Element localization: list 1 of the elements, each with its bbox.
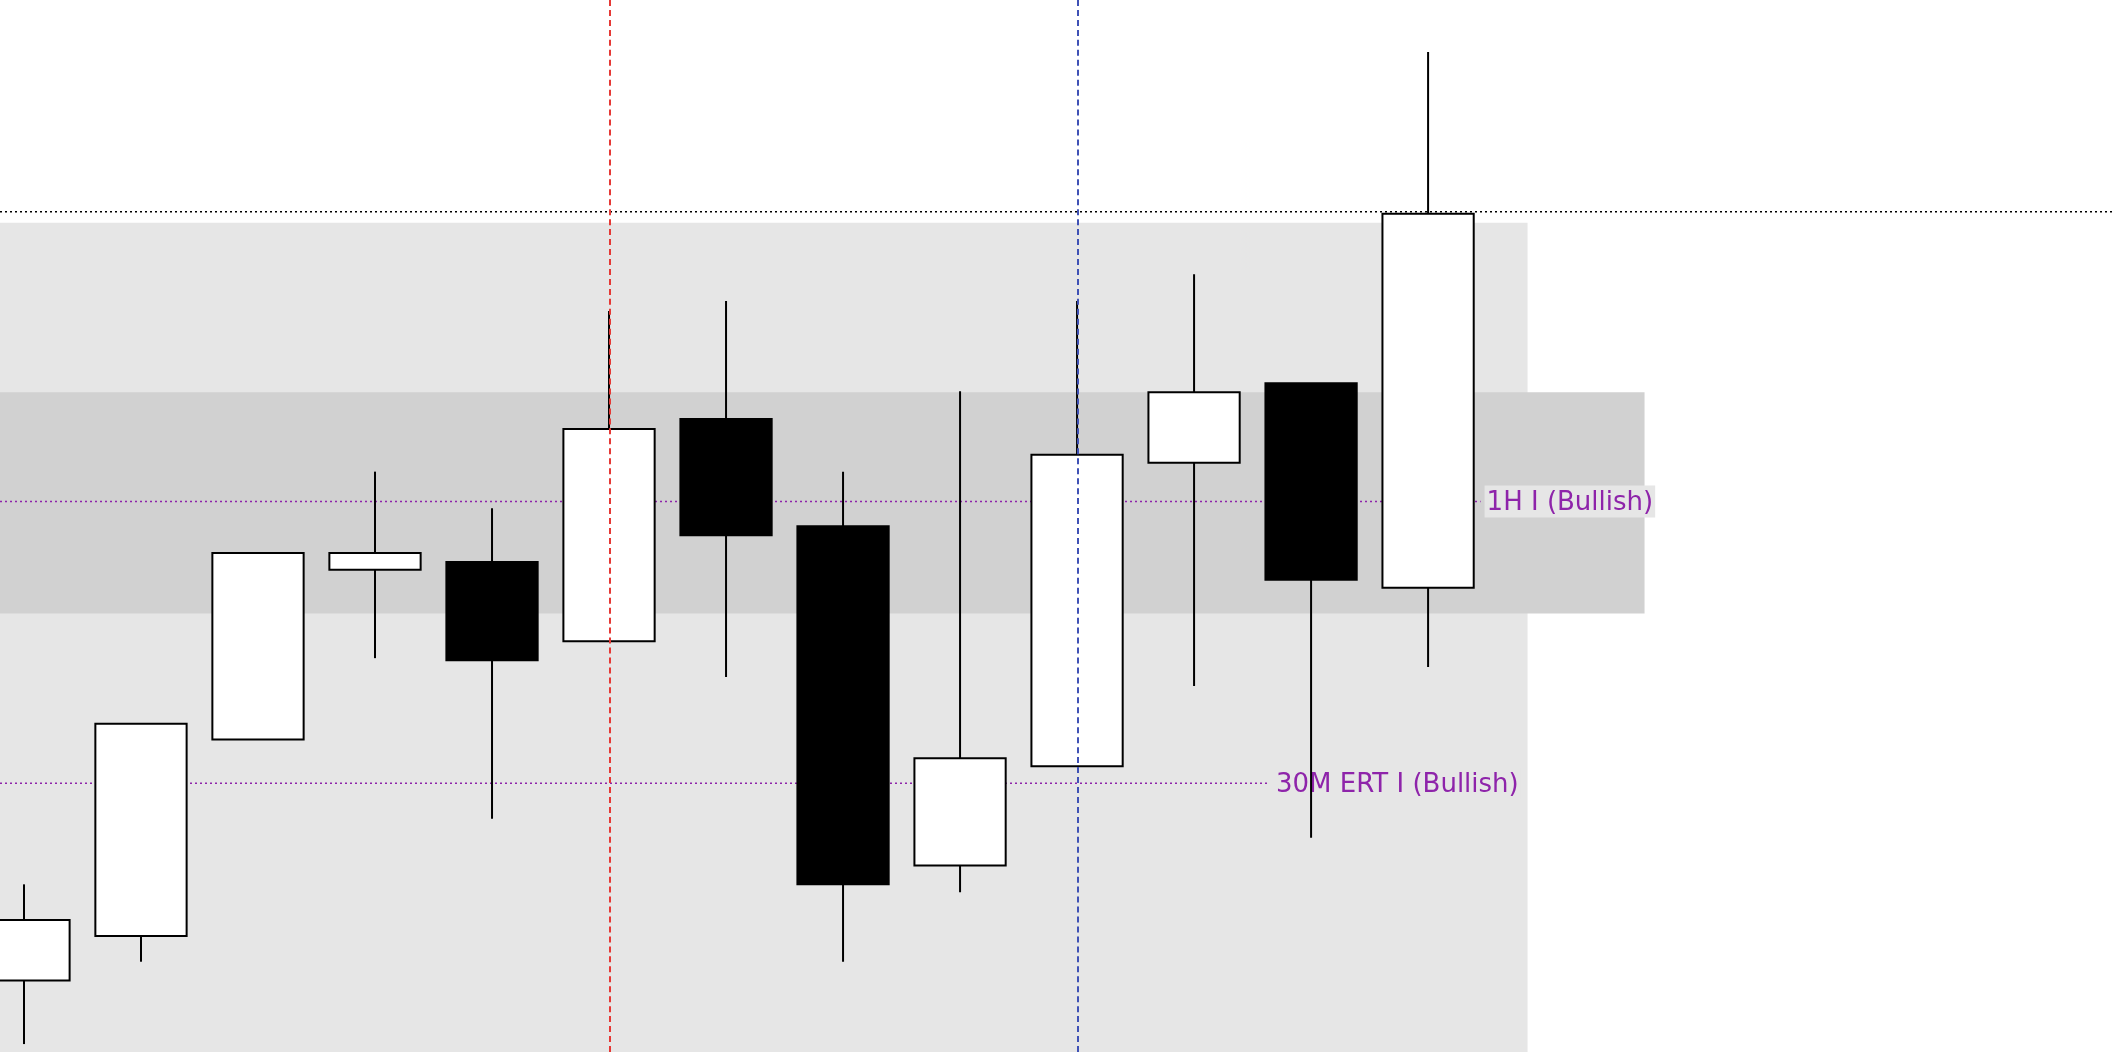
ref-line-label: 1H I (Bullish) — [1486, 486, 1654, 517]
